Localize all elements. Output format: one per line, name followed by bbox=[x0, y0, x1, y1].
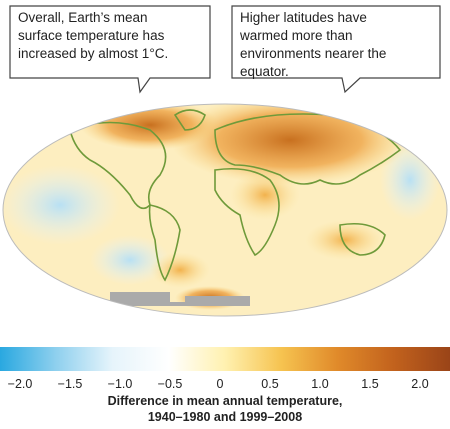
callout-text: Overall, Earth’s mean surface temperature… bbox=[18, 10, 168, 61]
map-border bbox=[2, 103, 448, 317]
map bbox=[3, 104, 447, 316]
tick-label: −1.0 bbox=[108, 377, 133, 391]
tick-label: −1.5 bbox=[58, 377, 83, 391]
callout-1: Overall, Earth’s mean surface temperature… bbox=[9, 5, 211, 94]
caption-line: 1940–1980 and 1999–2008 bbox=[148, 410, 302, 424]
colorbar bbox=[0, 347, 450, 371]
tick-label: 0.5 bbox=[261, 377, 278, 391]
caption-line: Difference in mean annual temperature, bbox=[108, 394, 343, 408]
tick-label: −2.0 bbox=[8, 377, 33, 391]
tick-label: 2.0 bbox=[411, 377, 428, 391]
tick-label: 1.0 bbox=[311, 377, 328, 391]
tick-label: −0.5 bbox=[158, 377, 183, 391]
tick-label: 0 bbox=[217, 377, 224, 391]
tick-label: 1.5 bbox=[361, 377, 378, 391]
colorbar-ticks: −2.0 −1.5 −1.0 −0.5 0 0.5 1.0 1.5 2.0 bbox=[8, 377, 429, 391]
callout-2: Higher latitudes have warmed more than env… bbox=[231, 5, 441, 94]
callout-text: Higher latitudes have warmed more than env… bbox=[239, 10, 386, 79]
